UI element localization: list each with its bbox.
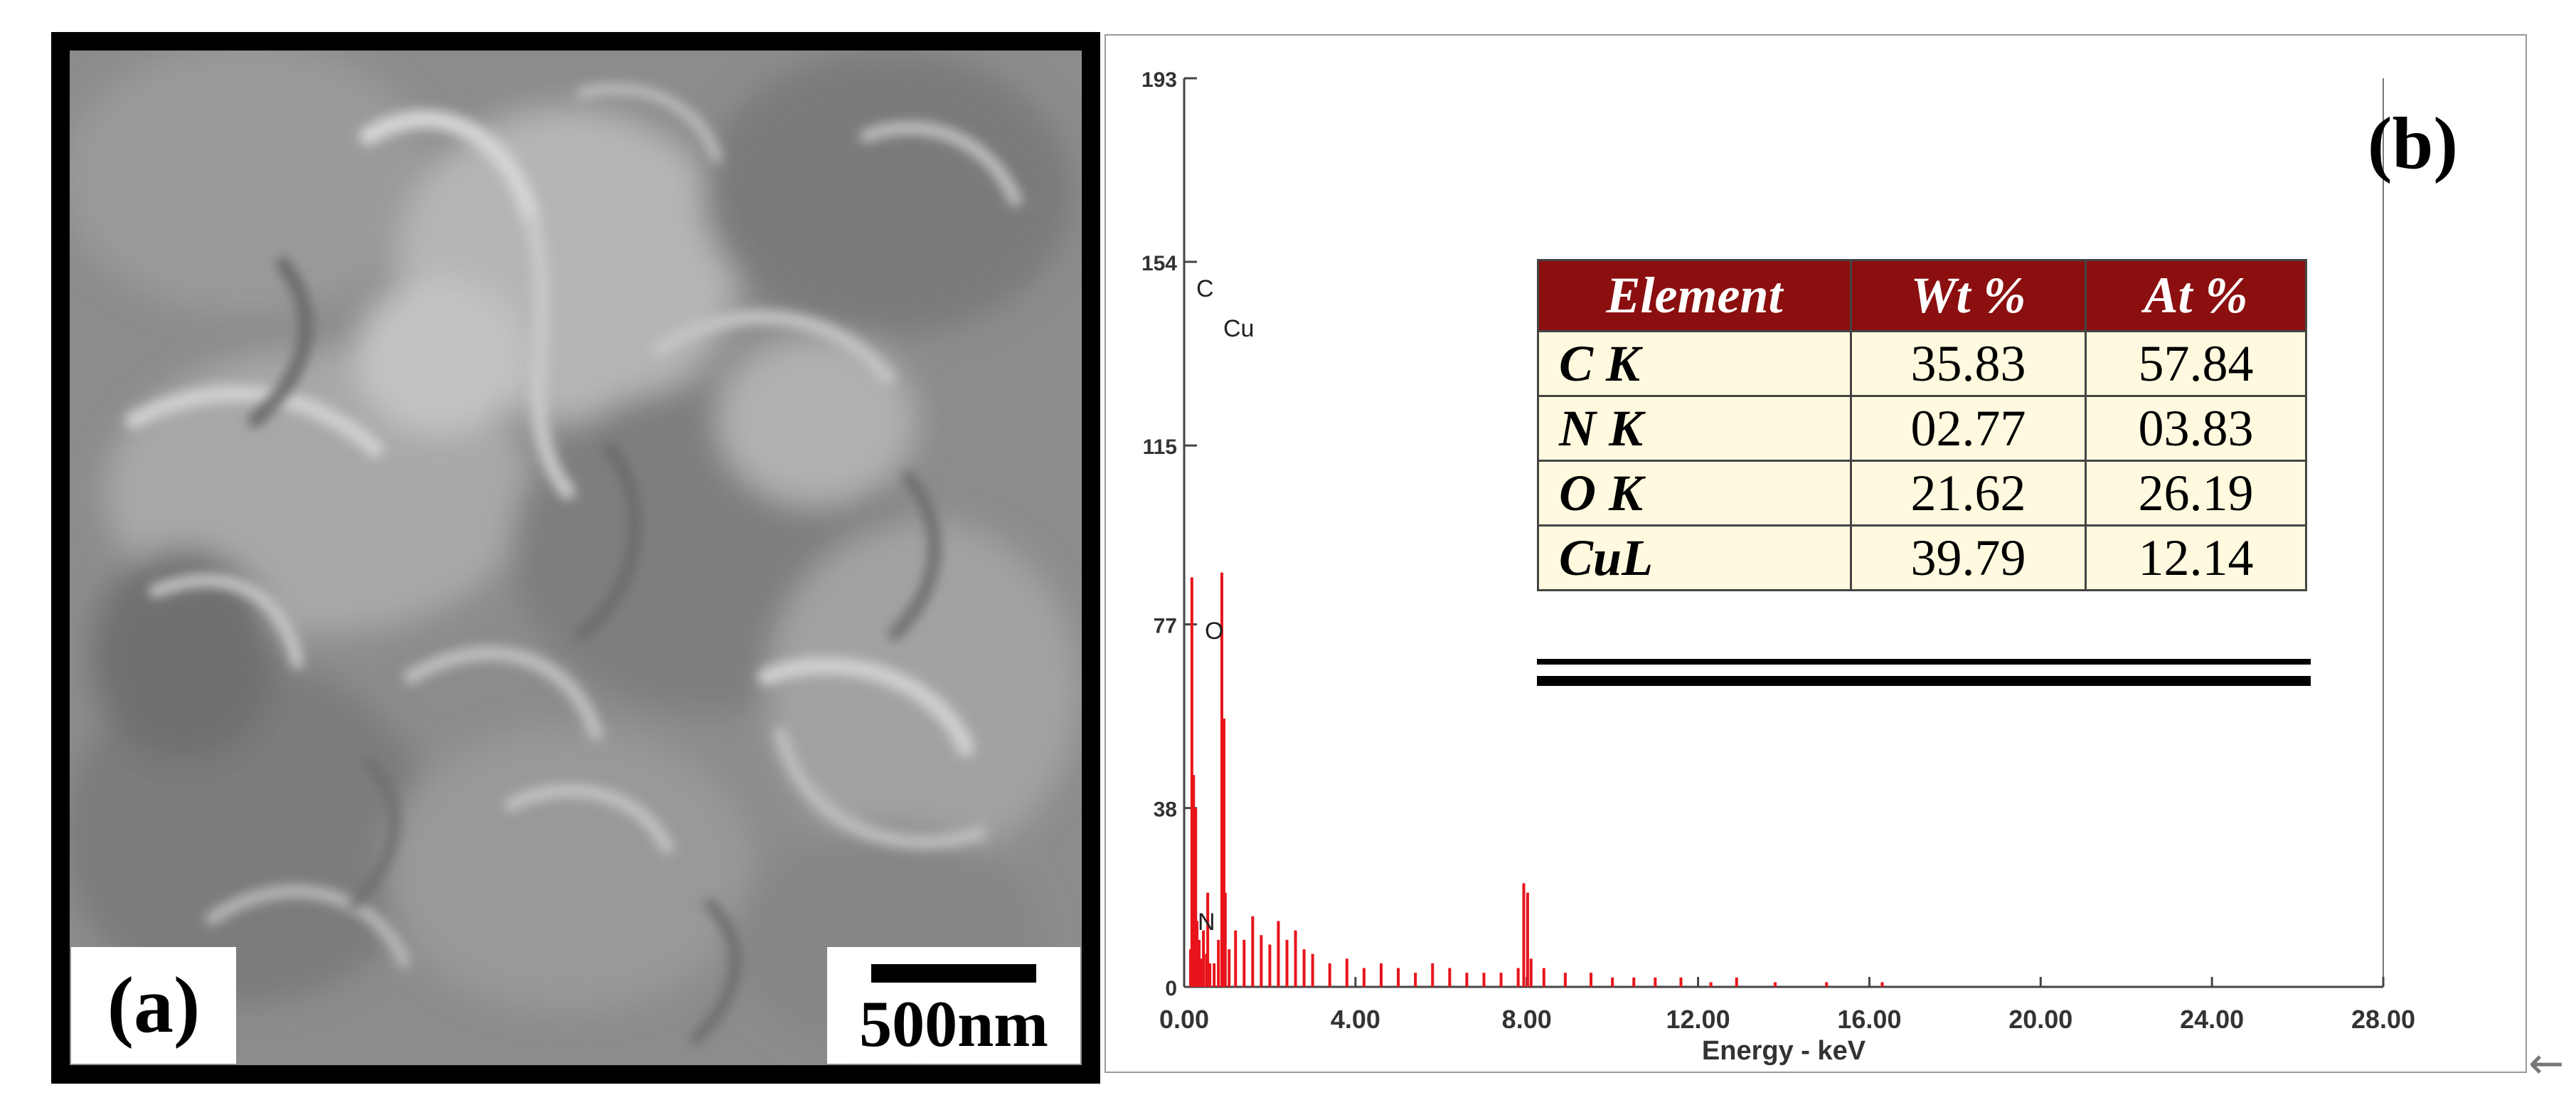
cell-wt: 35.83 xyxy=(1850,330,2087,397)
cell-wt: 21.62 xyxy=(1850,460,2087,527)
table-bottom-rule-thick xyxy=(1537,676,2311,686)
peak-label-o: O xyxy=(1205,618,1224,645)
scale-bar-box: 500nm xyxy=(827,947,1080,1064)
table-bottom-rule xyxy=(1537,659,2311,665)
table-row: CuL 39.79 12.14 xyxy=(1537,524,2307,591)
cell-wt: 39.79 xyxy=(1850,524,2087,591)
scale-bar xyxy=(871,964,1036,983)
composition-table: Element Wt % At % C K 35.83 57.84 N K 02… xyxy=(1537,259,2307,591)
header-at: At % xyxy=(2085,259,2307,332)
cell-wt: 02.77 xyxy=(1850,395,2087,462)
cell-at: 26.19 xyxy=(2085,460,2307,527)
y-tick-label: 115 xyxy=(1143,435,1177,459)
table-row: N K 02.77 03.83 xyxy=(1537,395,2307,462)
x-axis-label: Energy - keV xyxy=(1702,1036,1866,1066)
x-tick-label: 20.00 xyxy=(2008,1005,2072,1034)
x-tick-label: 24.00 xyxy=(2180,1005,2244,1034)
sem-micrograph xyxy=(70,51,1082,1065)
cell-at: 57.84 xyxy=(2085,330,2307,397)
sem-image-panel: (a) 500nm xyxy=(51,32,1100,1084)
peak-label-n: N xyxy=(1198,909,1215,936)
spectrum-series xyxy=(1189,572,1884,987)
x-tick-label: 8.00 xyxy=(1502,1005,1552,1034)
cell-element: CuL xyxy=(1537,524,1852,591)
arrow-left-icon: ← xyxy=(2528,1039,2565,1089)
cell-at: 03.83 xyxy=(2085,395,2307,462)
cell-at: 12.14 xyxy=(2085,524,2307,591)
scale-bar-label: 500nm xyxy=(859,988,1048,1060)
panel-b-label: (b) xyxy=(2367,102,2458,184)
eds-spectrum-panel: 0 38 77 115 154 193 0.00 4.00 8.00 12.00 16.00 20.0… xyxy=(1105,34,2527,1073)
eds-spectrum-chart: 0 38 77 115 154 193 0.00 4.00 8.00 12.00 16.00 20.0… xyxy=(1141,68,2415,1066)
x-tick-label: 12.00 xyxy=(1666,1005,1730,1034)
y-tick-label: 38 xyxy=(1154,798,1177,822)
cell-element: O K xyxy=(1537,460,1852,527)
cell-element: C K xyxy=(1537,330,1852,397)
header-wt: Wt % xyxy=(1850,259,2087,332)
table-row: C K 35.83 57.84 xyxy=(1537,330,2307,397)
cell-element: N K xyxy=(1537,395,1852,462)
x-tick-label: 0.00 xyxy=(1159,1005,1209,1034)
y-tick-label: 0 xyxy=(1165,977,1177,1000)
peak-label-cu: Cu xyxy=(1223,315,1255,342)
y-tick-label: 193 xyxy=(1141,68,1177,92)
table-header-row: Element Wt % At % xyxy=(1537,259,2307,332)
x-tick-label: 28.00 xyxy=(2351,1005,2415,1034)
peak-label-c: C xyxy=(1196,275,1214,302)
table-row: O K 21.62 26.19 xyxy=(1537,460,2307,527)
panel-a-label: (a) xyxy=(71,947,236,1064)
header-element: Element xyxy=(1537,259,1852,332)
x-tick-label: 4.00 xyxy=(1331,1005,1380,1034)
y-tick-label: 154 xyxy=(1141,252,1177,275)
x-tick-label: 16.00 xyxy=(1837,1005,1901,1034)
y-tick-label: 77 xyxy=(1154,615,1177,638)
